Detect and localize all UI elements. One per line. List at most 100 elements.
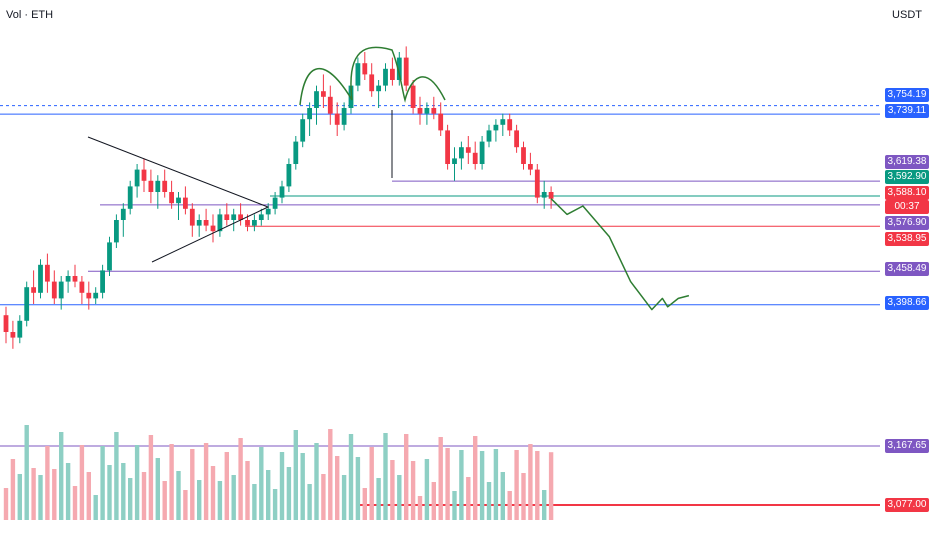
candle-body (327, 96, 333, 114)
price-tag: 3,619.38 (885, 155, 929, 169)
volume-bar (141, 472, 147, 520)
candle-body (24, 287, 30, 321)
volume-bar (100, 446, 105, 520)
candle-body (245, 220, 250, 226)
candle-body (459, 147, 464, 159)
candle-body (51, 281, 57, 299)
candle-body (507, 119, 513, 131)
volume-bar (410, 461, 416, 520)
volume-bar (121, 463, 126, 520)
price-tag: 00:37 (885, 200, 929, 214)
candle-body (486, 130, 492, 142)
volume-bar (445, 448, 450, 520)
volume-bar (279, 452, 285, 520)
candle-body (10, 332, 16, 338)
candle-body (17, 320, 23, 338)
volume-bar (397, 475, 402, 520)
candle-body (141, 169, 147, 181)
volume-indicator-label[interactable]: Vol · ETH (6, 9, 54, 21)
triangle-pattern (87, 136, 270, 263)
candle-body (120, 208, 126, 220)
volume-bar (383, 433, 388, 520)
volume-bar (107, 465, 112, 520)
volume-bar (217, 481, 223, 520)
volume-bar (452, 491, 457, 520)
candle-body (272, 197, 278, 209)
volume-bar (134, 445, 140, 520)
volume-bar (238, 438, 243, 520)
candle-body (528, 164, 533, 170)
price-tag: 3,458.49 (885, 262, 929, 276)
candle-body (479, 141, 485, 164)
volume-bar (535, 451, 540, 520)
candle-body (541, 192, 547, 198)
price-tag: 3,167.65 (885, 439, 929, 453)
volume-bar (376, 478, 381, 520)
candle-body (100, 270, 105, 293)
candle-body (258, 214, 264, 220)
candle-body (31, 287, 36, 293)
candle-body (390, 68, 395, 80)
volume-bar (93, 495, 98, 520)
volume-bar (203, 443, 209, 520)
candle-body (114, 220, 119, 243)
volume-bar (369, 447, 374, 520)
volume-bar (300, 453, 305, 520)
candle-body (107, 242, 112, 271)
candle-body (334, 113, 340, 125)
candle-body (155, 180, 161, 192)
volume-bar (252, 484, 257, 520)
volume-bar (176, 471, 181, 520)
volume-bar (293, 430, 298, 520)
candle-body (300, 119, 306, 142)
time-axis[interactable] (0, 530, 880, 550)
candle-body (521, 147, 526, 164)
volume-bar (155, 458, 160, 520)
volume-bar (404, 434, 409, 520)
candle-body (383, 68, 388, 86)
price-tag: 3,538.95 (885, 232, 929, 246)
price-tag: 3,592.90 (885, 170, 929, 184)
candle-body (355, 63, 361, 86)
volume-bar (31, 468, 36, 520)
candle-body (86, 292, 92, 299)
candle-body (438, 113, 444, 131)
volume-bar (314, 443, 319, 520)
volume-bar (148, 435, 154, 520)
volume-bar (17, 474, 22, 520)
candle-body (548, 192, 554, 199)
volume-bar (528, 444, 533, 520)
head-shoulders-pattern (299, 46, 446, 106)
candle-body (452, 158, 457, 164)
candle-body (183, 197, 188, 209)
volume-bar (348, 434, 354, 520)
candle-body (3, 315, 9, 332)
candle-body (72, 276, 78, 282)
volume-bar (486, 482, 492, 520)
volume-bar (355, 457, 361, 520)
volume-bar (341, 475, 347, 520)
volume-bar (183, 490, 188, 520)
volume-bar (479, 451, 485, 520)
volume-bar (79, 445, 85, 520)
candle-body (362, 63, 368, 75)
candle-body (169, 192, 174, 204)
candle-body (127, 186, 133, 209)
volume-bar (38, 475, 43, 520)
volume-bar (542, 490, 547, 520)
candle-body (148, 180, 154, 192)
volume-bar (210, 466, 216, 520)
candle-body (321, 91, 326, 97)
volume-bar (162, 481, 167, 520)
price-tag: 3,077.00 (885, 498, 929, 512)
volume-bar (45, 446, 50, 520)
volume-bar (10, 459, 16, 520)
candle-body (431, 108, 437, 114)
candle-body (293, 141, 299, 164)
price-tag: 3,398.66 (885, 296, 929, 310)
volume-bar (362, 488, 367, 520)
candle-body (396, 57, 402, 80)
candle-body (493, 124, 499, 131)
